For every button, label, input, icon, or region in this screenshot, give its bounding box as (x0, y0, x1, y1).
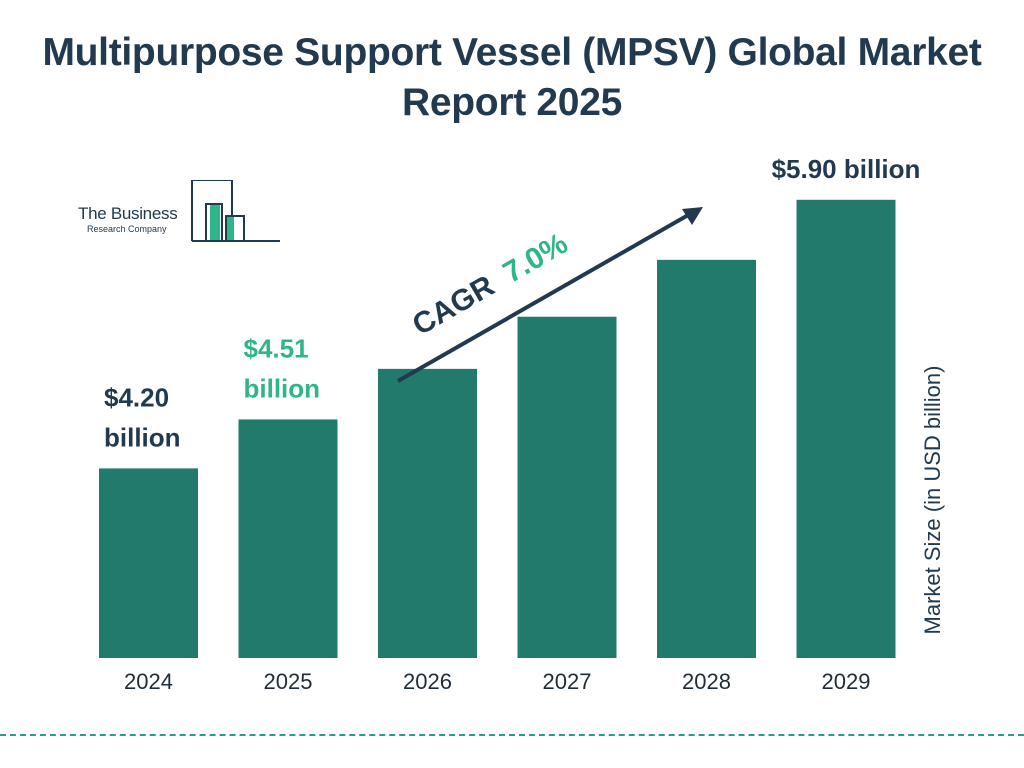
tick-label-2024: 2024 (124, 669, 173, 694)
tick-label-2025: 2025 (264, 669, 313, 694)
bar-2028 (657, 259, 756, 658)
data-labels-group: $4.20 billion $4.51 billion $5.90 billion (104, 154, 920, 453)
logo-text-sub: Research Company (87, 224, 167, 234)
bar-2024 (99, 468, 198, 658)
tick-label-2029: 2029 (822, 669, 871, 694)
arrow-head-icon (682, 207, 703, 225)
company-logo: The Business Research Company (76, 179, 286, 250)
bars-group (99, 199, 896, 659)
bar-2025 (238, 419, 338, 658)
bar-2027 (517, 316, 617, 658)
tick-label-2026: 2026 (403, 669, 452, 694)
tick-labels-group: 2024 2025 2026 2027 2028 2029 (124, 669, 870, 694)
footer-divider (0, 734, 1024, 736)
bar-2026 (378, 368, 477, 658)
logo-text-main: The Business (78, 204, 178, 223)
cagr-arrow-line (397, 212, 691, 383)
tick-label-2028: 2028 (682, 669, 731, 694)
cagr-value: 7.0% (498, 227, 574, 290)
data-label-2024: $4.20 billion (104, 382, 181, 452)
y-axis-label: Market Size (in USD billion) (920, 366, 945, 635)
bar-2029 (796, 199, 896, 659)
data-label-2025: $4.51 billion (244, 333, 321, 403)
logo-buildings-icon (191, 179, 280, 242)
chart-title: Multipurpose Support Vessel (MPSV) Globa… (42, 31, 982, 124)
tick-label-2027: 2027 (543, 669, 592, 694)
data-label-2029: $5.90 billion (772, 154, 921, 184)
